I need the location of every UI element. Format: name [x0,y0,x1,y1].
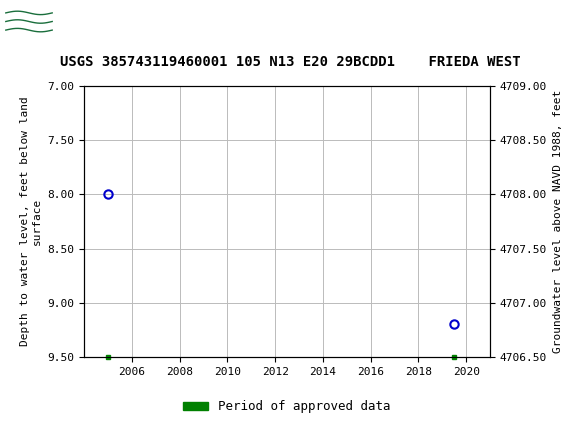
Y-axis label: Groundwater level above NAVD 1988, feet: Groundwater level above NAVD 1988, feet [553,90,563,353]
Text: USGS 385743119460001 105 N13 E20 29BCDD1    FRIEDA WEST: USGS 385743119460001 105 N13 E20 29BCDD1… [60,55,520,69]
Y-axis label: Depth to water level, feet below land
surface: Depth to water level, feet below land su… [20,97,42,346]
FancyBboxPatch shape [6,4,52,39]
Legend: Period of approved data: Period of approved data [179,395,396,418]
Text: USGS: USGS [64,12,128,31]
